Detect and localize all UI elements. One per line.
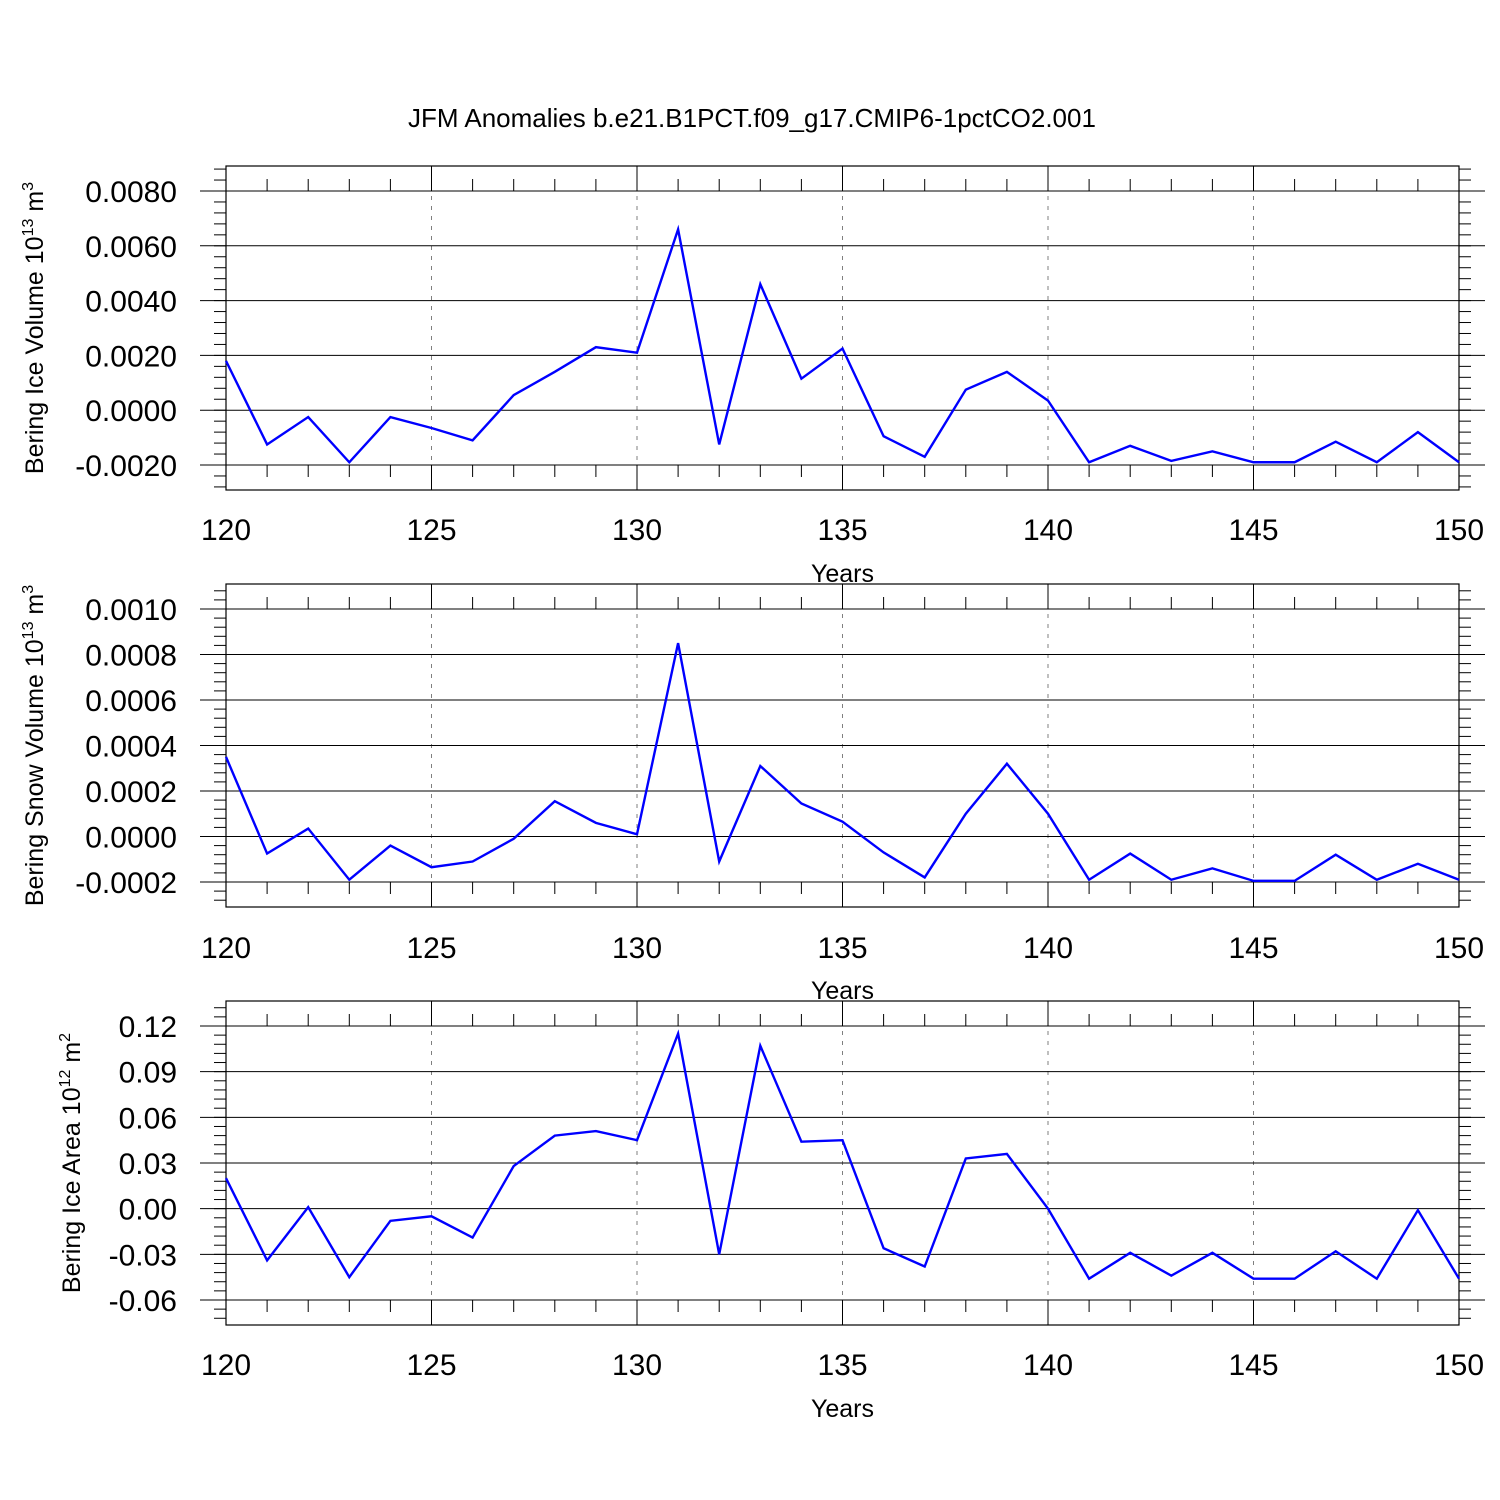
y-tick-label: -0.0002 [75, 867, 177, 900]
x-tick-label: 125 [406, 932, 456, 965]
panel-1: 0.0080 0.0060 0.0040 0.0020 0.0000 -0.0020 120… [20, 165, 1485, 588]
panel-2: 0.0010 0.0008 0.0006 0.0004 0.0002 0.0000 -0.0… [20, 583, 1485, 1005]
x-axis-title: Years [811, 1395, 874, 1423]
x-tick-label: 135 [817, 514, 867, 547]
x-tick-label: 135 [817, 932, 867, 965]
y-tick-label: 0.00 [119, 1194, 177, 1227]
y-axis-title: Bering Ice Volume 1013 m3 [20, 182, 49, 474]
series-line [224, 1029, 1461, 1281]
x-tick-label: 135 [817, 1349, 867, 1382]
y-tick-label: 0.0002 [85, 776, 177, 809]
x-tick-label: 125 [406, 514, 456, 547]
y-axis-title: Bering Ice Area 1012 m2 [57, 1033, 86, 1293]
panels: 0.0080 0.0060 0.0040 0.0020 0.0000 -0.0020 120… [20, 165, 1485, 1423]
y-tick-label: 0.09 [119, 1057, 177, 1090]
y-tick-label: 0.0080 [85, 176, 177, 209]
x-tick-label: 125 [406, 1349, 456, 1382]
x-tick-label: 130 [612, 514, 662, 547]
y-tick-label: -0.03 [109, 1239, 177, 1272]
chart-title: JFM Anomalies b.e21.B1PCT.f09_g17.CMIP6-… [408, 103, 1096, 133]
y-tick-label: 0.0008 [85, 640, 177, 673]
y-tick-label: 0.0010 [85, 594, 177, 627]
x-axis-title: Years [811, 560, 874, 588]
x-tick-label: 120 [201, 1349, 251, 1382]
x-tick-label: 140 [1023, 932, 1073, 965]
x-tick-label: 130 [612, 1349, 662, 1382]
x-tick-label: 145 [1228, 932, 1278, 965]
y-tick-label: 0.0020 [85, 340, 177, 373]
y-tick-label: 0.0060 [85, 231, 177, 264]
x-tick-label: 145 [1228, 1349, 1278, 1382]
x-tick-label: 130 [612, 932, 662, 965]
panel-3: 0.12 0.09 0.06 0.03 0.00 -0.03 -0.06 120 125 130 1… [57, 1000, 1485, 1423]
y-tick-label: -0.0020 [75, 450, 177, 483]
x-tick-label: 140 [1023, 1349, 1073, 1382]
x-tick-label: 120 [201, 932, 251, 965]
x-tick-label: 140 [1023, 514, 1073, 547]
y-tick-label: 0.0040 [85, 286, 177, 319]
y-tick-label: 0.12 [119, 1011, 177, 1044]
y-tick-label: 0.0006 [85, 685, 177, 718]
y-axis-title: Bering Snow Volume 1013 m3 [20, 585, 49, 906]
y-tick-label: 0.06 [119, 1102, 177, 1135]
x-tick-label: 150 [1434, 514, 1484, 547]
y-tick-label: 0.03 [119, 1148, 177, 1181]
x-tick-label: 150 [1434, 1349, 1484, 1382]
x-tick-label: 145 [1228, 514, 1278, 547]
y-tick-label: 0.0000 [85, 822, 177, 855]
y-tick-label: 0.0000 [85, 395, 177, 428]
series-line [224, 224, 1460, 465]
y-tick-label: -0.06 [109, 1285, 177, 1318]
series-line [224, 642, 1460, 883]
y-tick-label: 0.0004 [85, 731, 177, 764]
x-axis-title: Years [811, 977, 874, 1005]
x-tick-label: 120 [201, 514, 251, 547]
x-tick-label: 150 [1434, 932, 1484, 965]
